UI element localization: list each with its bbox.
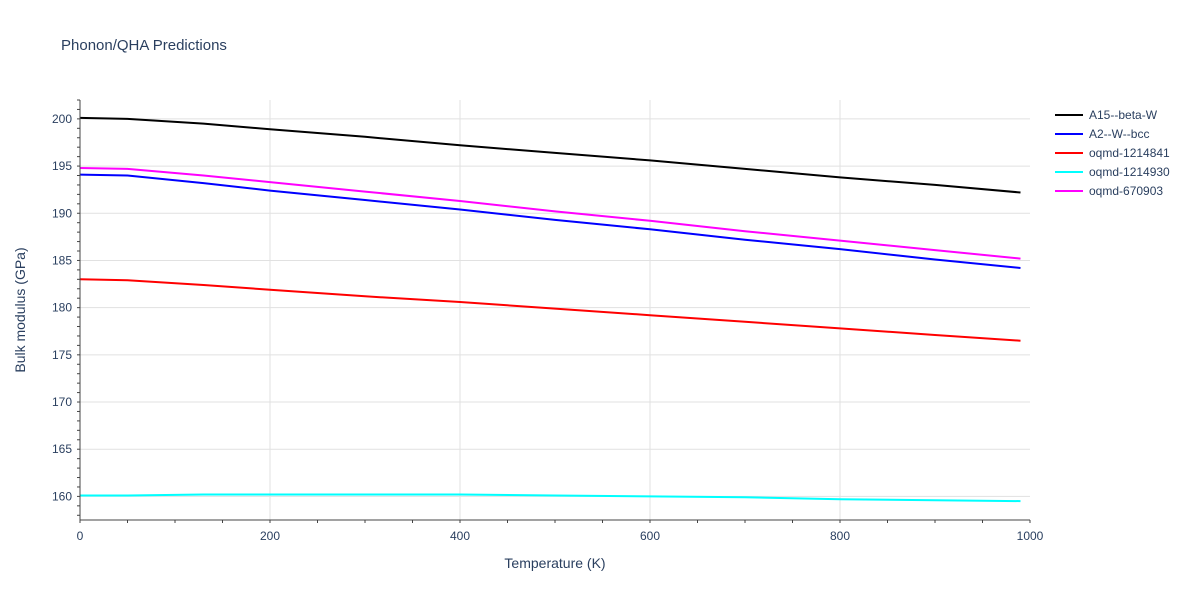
series-line-oqmd-1214930 (80, 493, 1021, 503)
series-line-A15--beta-W (79, 116, 1021, 194)
legend-label: A15--beta-W (1089, 108, 1158, 122)
axes: 0 200 400 600 800 1000 160 165 170 175 180 185 190 19… (52, 99, 1044, 543)
series-line-oqmd-1214841 (79, 278, 1021, 342)
y-tick-label: 180 (52, 301, 72, 315)
legend-item-oqmd-670903[interactable]: oqmd-670903 (1055, 184, 1163, 198)
y-tick-label: 185 (52, 253, 72, 267)
series-line-A2--W--bcc (79, 173, 1021, 269)
legend[interactable]: A15--beta-W A2--W--bcc oqmd-1214841 oqmd-12… (1055, 108, 1170, 198)
y-tick-label: 165 (52, 442, 72, 456)
x-axis-title: Temperature (K) (504, 555, 605, 571)
chart-title: Phonon/QHA Predictions (61, 37, 227, 54)
y-tick-label: 160 (52, 489, 72, 503)
legend-item-oqmd-1214841[interactable]: oqmd-1214841 (1055, 146, 1170, 160)
legend-label: oqmd-1214841 (1089, 146, 1170, 160)
series-line-oqmd-670903 (79, 167, 1021, 260)
legend-label: oqmd-670903 (1089, 184, 1163, 198)
y-tick-label: 190 (52, 206, 72, 220)
x-tick-label: 200 (260, 529, 280, 543)
x-tick-label: 400 (450, 529, 470, 543)
x-tick-label: 600 (640, 529, 660, 543)
grid-lines (80, 100, 1030, 520)
legend-item-oqmd-1214930[interactable]: oqmd-1214930 (1055, 165, 1170, 179)
plot-area (79, 116, 1021, 503)
legend-label: A2--W--bcc (1089, 127, 1149, 141)
y-tick-label: 170 (52, 395, 72, 409)
y-tick-label: 200 (52, 112, 72, 126)
legend-item-A15--beta-W[interactable]: A15--beta-W (1055, 108, 1158, 122)
y-axis-title: Bulk modulus (GPa) (12, 247, 28, 372)
legend-item-A2--W--bcc[interactable]: A2--W--bcc (1055, 127, 1149, 141)
y-tick-label: 175 (52, 348, 72, 362)
x-tick-label: 0 (77, 529, 84, 543)
y-tick-label: 195 (52, 159, 72, 173)
x-tick-label: 1000 (1017, 529, 1044, 543)
legend-label: oqmd-1214930 (1089, 165, 1170, 179)
x-tick-label: 800 (830, 529, 850, 543)
